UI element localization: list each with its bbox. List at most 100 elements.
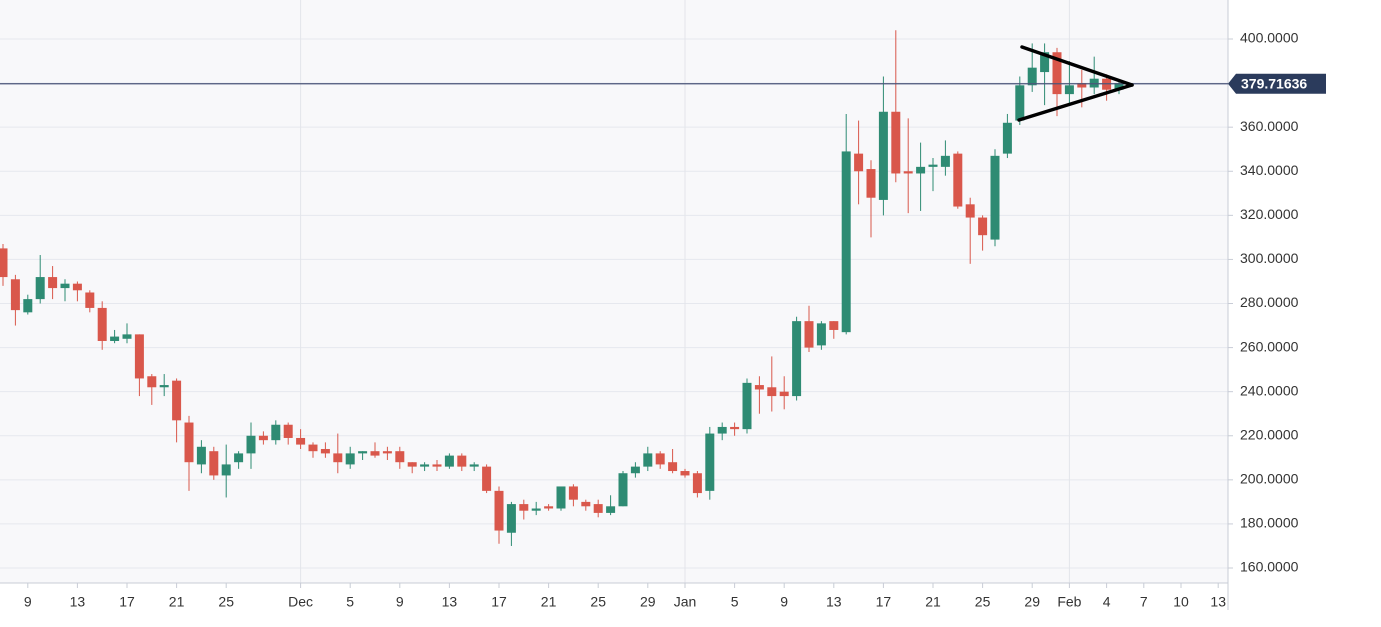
candle-body xyxy=(184,422,194,463)
candle-body xyxy=(717,426,727,434)
candle-body xyxy=(23,299,33,313)
candle-body xyxy=(506,504,516,533)
x-tick-label: 17 xyxy=(119,594,135,610)
x-tick-label: Dec xyxy=(288,594,313,610)
candle-body xyxy=(1064,85,1074,95)
candle-body xyxy=(10,279,20,311)
candle-body xyxy=(841,151,851,333)
candle-body xyxy=(395,451,405,463)
candle-body xyxy=(345,453,355,465)
x-tick-label: Feb xyxy=(1057,594,1081,610)
candle-body xyxy=(283,424,293,438)
candle-body xyxy=(234,453,244,463)
candle-body xyxy=(556,486,566,509)
candle-body xyxy=(531,508,541,511)
x-tick-label: 9 xyxy=(780,594,788,610)
candle-body xyxy=(48,277,58,289)
candle-body xyxy=(209,451,219,476)
candle-body xyxy=(816,323,826,346)
candle-body xyxy=(110,336,120,341)
candle-body xyxy=(1077,83,1087,88)
candle-body xyxy=(742,382,752,430)
candle-body xyxy=(990,155,1000,240)
plot-area xyxy=(0,0,1228,583)
y-tick-label: 200.0000 xyxy=(1240,471,1299,487)
candle-body xyxy=(85,292,95,308)
candle-body xyxy=(333,453,343,463)
x-tick-label: 21 xyxy=(541,594,557,610)
candle-body xyxy=(60,283,70,289)
candle-body xyxy=(35,277,45,300)
x-tick-label: 9 xyxy=(396,594,404,610)
candle-body xyxy=(878,111,888,200)
candle-body xyxy=(196,446,206,465)
triangle-lower-line xyxy=(1017,83,1134,122)
candle-body xyxy=(432,464,442,467)
last-price-tag xyxy=(1228,73,1326,94)
y-tick-label: 160.0000 xyxy=(1240,559,1299,575)
x-tick-label: 7 xyxy=(1140,594,1148,610)
candle-body xyxy=(0,248,8,278)
candle-body xyxy=(147,376,157,388)
candle-body xyxy=(978,217,988,236)
candle-body xyxy=(655,453,665,465)
candle-body xyxy=(903,171,913,174)
candle-body xyxy=(916,166,926,174)
candle-body xyxy=(866,169,876,198)
candle-body xyxy=(370,451,380,456)
candle-body xyxy=(618,473,628,507)
candle-body xyxy=(134,334,144,379)
x-tick-label: 9 xyxy=(24,594,32,610)
candle-body xyxy=(382,451,392,454)
candle-body xyxy=(792,321,802,397)
last-price-label: 379.71636 xyxy=(1241,75,1307,91)
candle-body xyxy=(544,506,554,509)
x-tick-label: 5 xyxy=(731,594,739,610)
x-tick-label: 29 xyxy=(640,594,656,610)
candle-body xyxy=(221,464,231,476)
y-tick-label: 180.0000 xyxy=(1240,515,1299,531)
x-tick-label: 25 xyxy=(590,594,606,610)
candle-body xyxy=(680,471,690,476)
candle-body xyxy=(444,455,454,467)
candle-body xyxy=(953,153,963,207)
candle-body xyxy=(519,504,529,511)
x-tick-label: 10 xyxy=(1173,594,1189,610)
candle-body xyxy=(854,153,864,172)
candle-body xyxy=(1114,83,1124,90)
candle-body xyxy=(457,455,467,467)
candle-body xyxy=(320,448,330,454)
candle-body xyxy=(767,387,777,397)
candle-body xyxy=(482,466,492,491)
x-tick-label: 13 xyxy=(826,594,842,610)
candle-body xyxy=(891,111,901,174)
candle-body xyxy=(965,204,975,218)
candle-body xyxy=(692,473,702,494)
candle-body xyxy=(494,490,504,531)
x-tick-label: 5 xyxy=(346,594,354,610)
x-tick-label: Jan xyxy=(674,594,697,610)
x-tick-label: 13 xyxy=(1210,594,1226,610)
candle-body xyxy=(630,466,640,474)
candle-body xyxy=(779,391,789,397)
x-tick-label: 21 xyxy=(169,594,185,610)
triangle-upper-line xyxy=(1020,45,1134,87)
candle-body xyxy=(593,504,603,513)
candle-body xyxy=(1015,85,1025,121)
x-tick-label: 29 xyxy=(1024,594,1040,610)
candle-body xyxy=(668,462,678,472)
x-tick-label: 13 xyxy=(70,594,86,610)
x-tick-label: 17 xyxy=(876,594,892,610)
candle-body xyxy=(246,435,256,454)
y-tick-label: 320.0000 xyxy=(1240,206,1299,222)
candle-body xyxy=(606,506,616,513)
candle-body xyxy=(420,464,430,467)
candle-body xyxy=(271,424,281,441)
candle-body xyxy=(940,155,950,167)
candle-body xyxy=(1089,78,1099,88)
candle-body xyxy=(72,283,82,291)
candle-body xyxy=(1002,122,1012,154)
candle-body xyxy=(928,164,938,167)
x-tick-label: 21 xyxy=(925,594,941,610)
candle-body xyxy=(308,444,318,452)
